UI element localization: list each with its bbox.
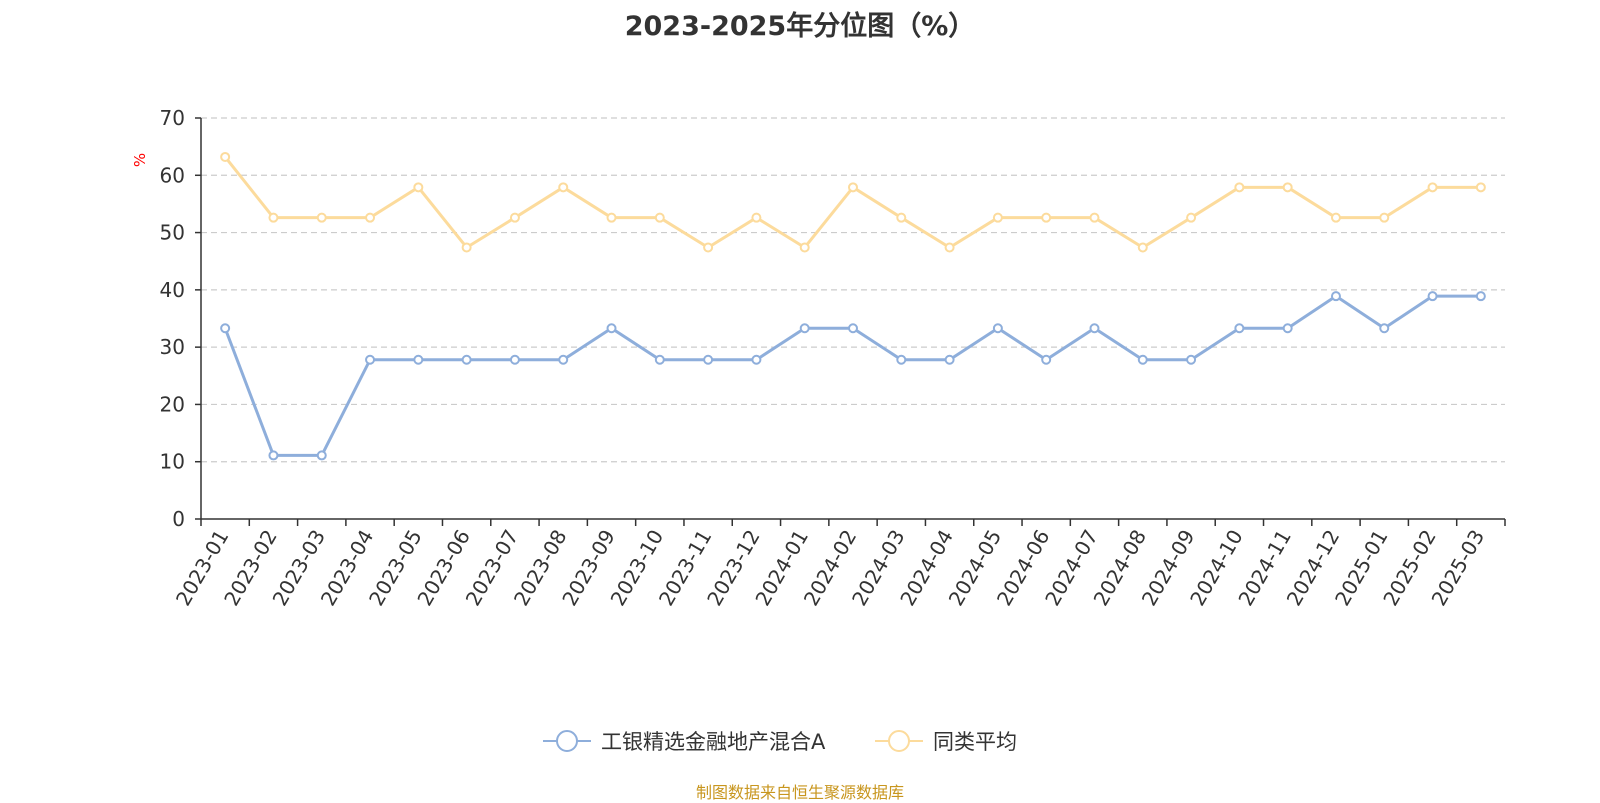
data-point-series-1 xyxy=(1137,354,1148,365)
data-point-series-2 xyxy=(896,212,907,223)
chart-title: 2023-2025年分位图（%） xyxy=(624,11,976,42)
legend-marker-icon[interactable] xyxy=(888,730,910,752)
y-tick-label: 30 xyxy=(160,335,185,359)
data-point-series-1 xyxy=(848,323,858,334)
data-point-series-2 xyxy=(944,242,955,253)
data-point-series-1 xyxy=(1041,354,1052,365)
data-point-series-1 xyxy=(1475,291,1486,302)
data-point-series-1 xyxy=(1089,323,1100,334)
data-point-series-2 xyxy=(1089,212,1100,223)
data-point-series-2 xyxy=(654,212,665,223)
data-point-series-2 xyxy=(1282,182,1293,193)
data-point-series-2 xyxy=(703,242,714,253)
legend-item-2[interactable]: 同类平均 xyxy=(933,730,1017,754)
data-point-series-1 xyxy=(1379,323,1390,334)
series-line-1 xyxy=(223,294,1481,457)
data-point-series-1 xyxy=(799,323,810,334)
data-point-series-1 xyxy=(1234,323,1245,334)
data-point-series-2 xyxy=(1330,212,1341,223)
data-point-series-2 xyxy=(365,212,376,223)
data-point-series-1 xyxy=(992,323,1003,334)
y-tick-label: 10 xyxy=(160,450,185,474)
data-point-series-2 xyxy=(848,182,858,193)
y-tick-label: 50 xyxy=(160,221,185,245)
data-point-series-1 xyxy=(1427,291,1438,302)
data-point-series-1 xyxy=(654,354,665,365)
data-point-series-1 xyxy=(461,354,472,365)
data-point-series-2 xyxy=(1427,182,1438,193)
y-tick-label: 70 xyxy=(160,106,185,130)
data-point-series-2 xyxy=(413,182,424,193)
data-point-series-2 xyxy=(606,212,617,223)
data-point-series-1 xyxy=(751,354,762,365)
data-point-series-1 xyxy=(606,323,617,334)
y-axis-unit-label: % xyxy=(131,153,149,167)
data-point-series-2 xyxy=(751,212,762,223)
data-point-series-1 xyxy=(413,354,424,365)
legend-marker-icon[interactable] xyxy=(556,730,578,752)
data-point-series-2 xyxy=(509,212,520,223)
data-point-series-1 xyxy=(365,354,376,365)
data-point-series-2 xyxy=(799,242,810,253)
data-point-series-1 xyxy=(944,354,955,365)
data-point-series-2 xyxy=(1379,212,1390,223)
source-note: 制图数据来自恒生聚源数据库 xyxy=(695,783,904,802)
series-line-2 xyxy=(223,156,1481,249)
data-point-series-1 xyxy=(220,323,231,334)
data-point-series-2 xyxy=(268,212,279,223)
data-point-series-2 xyxy=(1041,212,1052,223)
data-point-series-1 xyxy=(316,450,327,461)
data-point-series-2 xyxy=(558,182,569,193)
data-point-series-1 xyxy=(896,354,907,365)
data-point-series-2 xyxy=(1475,182,1486,193)
y-tick-label: 20 xyxy=(160,392,185,416)
y-tick-label: 0 xyxy=(172,507,185,531)
data-point-series-1 xyxy=(703,354,714,365)
data-point-series-2 xyxy=(220,151,231,162)
data-point-series-1 xyxy=(1282,323,1293,334)
data-point-series-2 xyxy=(1234,182,1245,193)
data-point-series-1 xyxy=(1186,354,1197,365)
data-point-series-2 xyxy=(316,212,327,223)
data-point-series-1 xyxy=(268,450,279,461)
legend-item-1[interactable]: 工银精选金融地产混合A xyxy=(601,730,826,754)
data-point-series-1 xyxy=(1330,291,1341,302)
data-point-series-2 xyxy=(1137,242,1148,253)
y-tick-label: 60 xyxy=(160,163,185,187)
y-tick-label: 40 xyxy=(160,278,185,302)
data-point-series-2 xyxy=(461,242,472,253)
data-point-series-2 xyxy=(992,212,1003,223)
data-point-series-2 xyxy=(1186,212,1197,223)
data-point-series-1 xyxy=(558,354,569,365)
data-point-series-1 xyxy=(509,354,520,365)
